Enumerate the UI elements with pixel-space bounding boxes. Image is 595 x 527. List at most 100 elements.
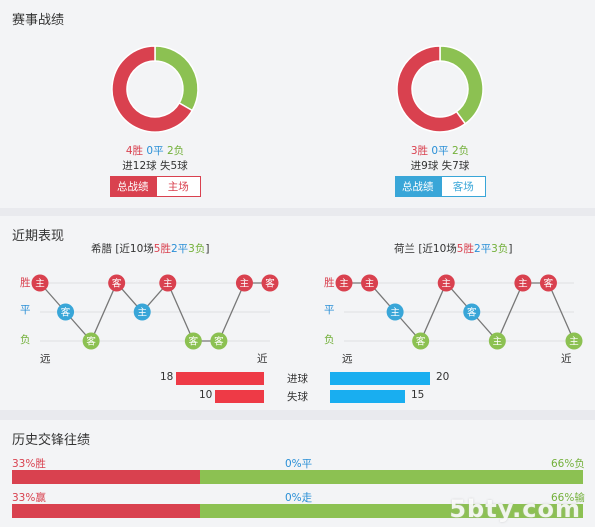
right-form-line — [344, 281, 575, 343]
left-form-line — [39, 281, 270, 343]
svg-text:主: 主 — [365, 278, 375, 290]
recent-panel: 近期表现 希腊 [近10场5胜2平3负] 荷兰 [近10场5胜2平3负] 胜 平… — [0, 216, 595, 410]
left-draws: 0平 — [146, 145, 164, 157]
left-donut-win-slice — [111, 45, 194, 133]
goals-for-label: 进球 — [287, 373, 308, 385]
left-goals-line: 进12球 失5球 — [95, 158, 215, 173]
right-team-header: 荷兰 [近10场5胜2平3负] — [394, 243, 513, 255]
left-goals-for: 进12球 — [122, 160, 157, 172]
right-record-donut — [396, 45, 484, 133]
left-form-node: 主 — [235, 274, 253, 292]
right-form-node: 主 — [488, 332, 506, 350]
right-goals-line: 进9球 失7球 — [380, 158, 500, 173]
record-panel: 赛事战绩 4胜 0平 2负 进12球 失5球 总战绩 主场 3胜 0平 2负 进… — [0, 0, 595, 208]
right-losses: 2负 — [451, 145, 470, 157]
left-wdl-line: 4胜 0平 2负 — [95, 143, 215, 158]
right-donut-win-slice — [396, 45, 467, 133]
left-goals-against-bar — [215, 390, 264, 403]
svg-text:主: 主 — [35, 278, 45, 290]
right-away-tab[interactable]: 客场 — [440, 176, 486, 197]
h2h-panel: 历史交锋往绩 33%胜 0%平 66%负 33%赢 0%走 66%输 5bty.… — [0, 420, 595, 527]
svg-text:主: 主 — [493, 336, 503, 348]
svg-text:客: 客 — [467, 307, 477, 319]
right-team-name: 荷兰 — [394, 243, 415, 255]
left-team-header: 希腊 [近10场5胜2平3负] — [91, 243, 210, 255]
right-goals-against: 失7球 — [441, 160, 470, 172]
svg-text:客: 客 — [214, 336, 224, 348]
left-record-donut — [111, 45, 199, 133]
right-total-tab[interactable]: 总战绩 — [395, 176, 441, 197]
goals-against-label: 失球 — [287, 391, 308, 403]
h2h-row2-loss-segment — [200, 504, 583, 518]
svg-text:主: 主 — [137, 307, 147, 319]
right-form-node: 主 — [335, 274, 353, 292]
left-form-node: 客 — [57, 303, 75, 321]
left-goals-against: 失5球 — [160, 160, 188, 172]
left-loss-label: 负 — [20, 334, 31, 346]
svg-text:主: 主 — [163, 278, 173, 290]
h2h-title: 历史交锋往绩 — [12, 433, 91, 448]
svg-text:主: 主 — [339, 278, 349, 290]
left-record-tabs: 总战绩 主场 — [110, 176, 201, 197]
right-form-node: 主 — [361, 274, 379, 292]
left-form-node: 主 — [159, 274, 177, 292]
left-form-node: 客 — [184, 332, 202, 350]
right-form-node: 主 — [514, 274, 532, 292]
left-form-node: 客 — [261, 274, 279, 292]
right-goals-for-value: 20 — [436, 371, 450, 383]
left-donut-loss-slice — [154, 45, 199, 112]
h2h-row1-loss-segment — [200, 470, 583, 484]
right-record-tabs: 总战绩 客场 — [395, 176, 486, 197]
right-loss-label: 负 — [324, 334, 335, 346]
svg-text:主: 主 — [441, 278, 451, 290]
left-form-node: 客 — [108, 274, 126, 292]
svg-text:客: 客 — [112, 278, 122, 290]
left-near-label: 近 — [257, 353, 268, 365]
svg-text:客: 客 — [189, 336, 199, 348]
right-goals-against-bar — [330, 390, 405, 403]
svg-text:主: 主 — [390, 307, 400, 319]
record-title: 赛事战绩 — [12, 13, 65, 28]
h2h-row2-win-segment — [12, 504, 201, 518]
h2h-row1-win-label: 33%胜 — [12, 458, 46, 470]
left-form-node: 主 — [133, 303, 151, 321]
right-form-node: 主 — [386, 303, 404, 321]
left-form-node: 客 — [82, 332, 100, 350]
h2h-row2-loss-label: 66%输 — [551, 492, 585, 504]
svg-text:主: 主 — [518, 278, 528, 290]
left-losses: 2负 — [166, 145, 185, 157]
left-form-chart: 主客客客主主客 客主客 — [31, 274, 279, 350]
right-form-chart: 主主主客主客主主 客主 — [335, 274, 583, 350]
left-far-label: 远 — [40, 353, 51, 365]
right-draws: 0平 — [431, 145, 449, 157]
left-wins: 4胜 — [125, 145, 144, 157]
h2h-row1-bar — [12, 470, 583, 484]
svg-text:客: 客 — [265, 278, 275, 290]
svg-text:客: 客 — [416, 336, 426, 348]
h2h-row2-win-label: 33%赢 — [12, 492, 46, 504]
left-form-node: 客 — [210, 332, 228, 350]
right-goals-for: 进9球 — [410, 160, 439, 172]
right-form-node: 客 — [539, 274, 557, 292]
right-form-node: 主 — [437, 274, 455, 292]
right-far-label: 远 — [342, 353, 353, 365]
left-total-tab[interactable]: 总战绩 — [110, 176, 156, 197]
svg-text:主: 主 — [240, 278, 250, 290]
right-win-label: 胜 — [324, 277, 335, 289]
left-form-node: 主 — [31, 274, 49, 292]
left-draw-label: 平 — [20, 304, 31, 316]
right-goals-against-value: 15 — [411, 389, 425, 401]
right-wins: 3胜 — [410, 145, 429, 157]
svg-text:客: 客 — [86, 336, 96, 348]
h2h-row2-bar — [12, 504, 583, 518]
left-home-tab[interactable]: 主场 — [155, 176, 201, 197]
h2h-row2-draw-label: 0%走 — [285, 492, 313, 504]
recent-title: 近期表现 — [12, 229, 65, 244]
right-donut-loss-slice — [439, 45, 484, 125]
watermark-logo: 5bty.com — [449, 495, 581, 523]
left-team-name: 希腊 — [91, 243, 112, 255]
left-win-label: 胜 — [20, 277, 31, 289]
h2h-row1-draw-label: 0%平 — [285, 458, 313, 470]
left-goals-for-value: 18 — [160, 371, 174, 383]
right-form-node: 客 — [412, 332, 430, 350]
